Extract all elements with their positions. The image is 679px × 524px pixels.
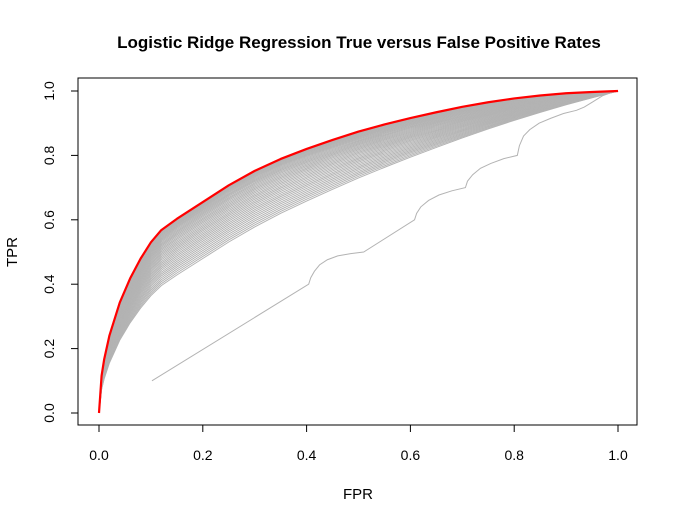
y-tick-label: 0.4 [41, 274, 57, 294]
path-curve [98, 90, 619, 414]
degenerate-curve [151, 90, 619, 382]
y-tick-label: 0.2 [41, 339, 57, 359]
path-curve [98, 90, 619, 414]
x-tick-label: 1.0 [608, 447, 628, 463]
y-tick-label: 1.0 [41, 81, 57, 101]
y-axis-label: TPR [4, 237, 21, 267]
chart-title: Logistic Ridge Regression True versus Fa… [117, 33, 601, 52]
y-tick-label: 0.8 [41, 145, 57, 165]
x-axis: 0.0 0.2 0.4 0.6 0.8 1.0 [89, 424, 628, 463]
y-tick-label: 0.0 [41, 403, 57, 423]
x-tick-label: 0.0 [89, 447, 109, 463]
best-roc-curve [97, 89, 619, 414]
path-curve [98, 90, 619, 414]
x-tick-label: 0.2 [193, 447, 213, 463]
path-curve [98, 90, 619, 414]
path-curve [98, 90, 619, 414]
path-curve [98, 90, 619, 414]
x-axis-label: FPR [343, 486, 373, 503]
y-tick-label: 0.6 [41, 210, 57, 230]
path-curve [98, 90, 619, 414]
curves-layer [97, 89, 619, 414]
path-curve [98, 90, 619, 414]
path-curve [98, 90, 619, 414]
path-curve [98, 90, 619, 414]
x-tick-label: 0.8 [504, 447, 524, 463]
path-curve [98, 90, 619, 414]
y-axis: 0.0 0.2 0.4 0.6 0.8 1.0 [41, 81, 79, 423]
x-tick-label: 0.6 [401, 447, 421, 463]
path-curve [98, 90, 619, 414]
x-tick-label: 0.4 [297, 447, 317, 463]
path-curve [98, 90, 619, 414]
path-curve [98, 90, 619, 414]
path-curve [98, 90, 619, 414]
path-curve [98, 90, 619, 414]
path-curve [98, 90, 619, 414]
